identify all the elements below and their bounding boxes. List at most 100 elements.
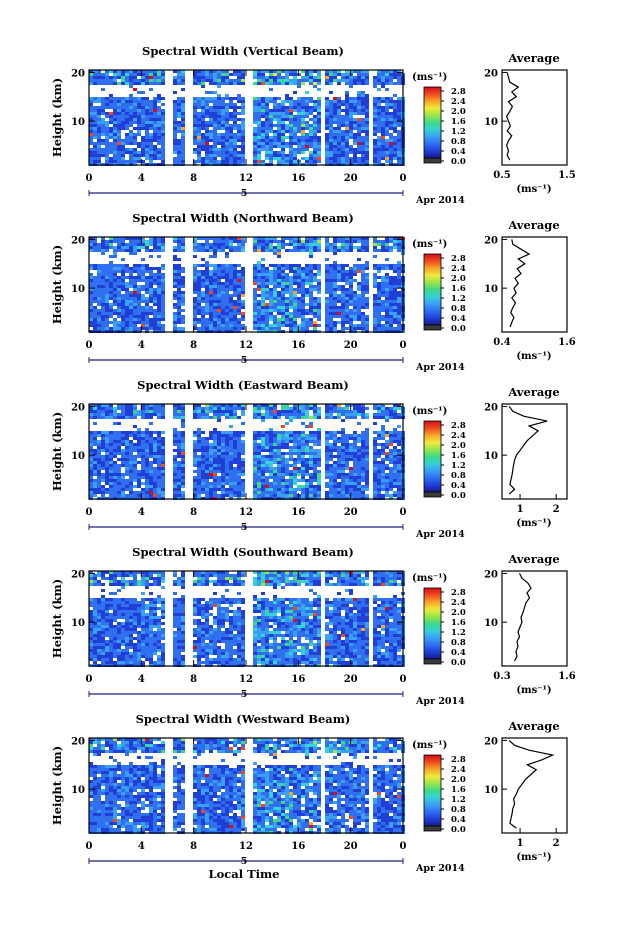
heatmap-cell [209,434,213,437]
heatmap-cell [261,321,265,324]
heatmap-cell [97,243,101,246]
heatmap-cell [365,70,369,73]
heatmap-cell [93,79,97,82]
heatmap-cell [289,407,293,410]
heatmap-cell [277,160,281,163]
heatmap-cell [381,112,385,115]
heatmap-cell [257,321,261,324]
heatmap-cell [173,246,177,249]
heatmap-cell [97,321,101,324]
heatmap-cell [105,249,109,252]
heatmap-cell [261,79,265,82]
heatmap-cell [393,321,397,324]
heatmap-cell [253,103,257,106]
heatmap-cell [269,97,273,100]
heatmap-cell [341,139,345,142]
heatmap-cell [273,467,277,470]
heatmap-cell [377,73,381,76]
heatmap-cell [361,249,365,252]
heatmap-cell [105,76,109,79]
heatmap-cell [317,309,321,312]
heatmap-cell [229,449,233,452]
heatmap-cell [253,121,257,124]
heatmap-cell [377,88,381,91]
heatmap-cell [289,324,293,327]
heatmap-cell [173,455,177,458]
heatmap-cell [157,136,161,139]
heatmap-cell [325,118,329,121]
heatmap-cell [145,109,149,112]
heatmap-cell [377,145,381,148]
heatmap-cell [333,300,337,303]
heatmap-cell [129,410,133,413]
heatmap-cell [105,112,109,115]
heatmap-cell [281,297,285,300]
heatmap-cell [241,446,245,449]
heatmap-cell [153,410,157,413]
heatmap-cell [297,270,301,273]
heatmap-cell [389,73,393,76]
heatmap-cell [289,249,293,252]
heatmap-cell [93,479,97,482]
heatmap-cell [125,237,129,240]
heatmap-cell [373,148,377,151]
heatmap-cell [173,485,177,488]
heatmap-cell [361,91,365,94]
heatmap-cell [241,282,245,285]
heatmap-cell [201,324,205,327]
heatmap-cell [237,321,241,324]
heatmap-cell [293,300,297,303]
heatmap-cell [141,324,145,327]
heatmap-cell [337,121,341,124]
heatmap-cell [237,154,241,157]
heatmap-cell [233,488,237,491]
heatmap-cell [281,127,285,130]
colorbar-tick-label: 2.0 [451,274,466,284]
heatmap-cell [121,461,125,464]
x-tick-label: 0 [400,173,407,184]
heatmap-cell [381,324,385,327]
heatmap-cell [353,160,357,163]
heatmap-cell [237,461,241,464]
heatmap-cell [397,106,401,109]
heatmap-cell [157,112,161,115]
heatmap-cell [197,434,201,437]
heatmap-cell [393,70,397,73]
heatmap-cell [353,106,357,109]
heatmap-cell [161,413,165,416]
heatmap-cell [285,79,289,82]
heatmap-cell [389,145,393,148]
heatmap-cell [133,407,137,410]
x-tick-label: 12 [239,173,253,184]
average-frame [501,69,568,166]
heatmap-cell [353,127,357,130]
heatmap-cell [89,312,93,315]
heatmap-cell [357,139,361,142]
heatmap-cell [105,160,109,163]
heatmap-cell [357,151,361,154]
heatmap-cell [133,318,137,321]
heatmap-cell [197,309,201,312]
heatmap-cell [229,485,233,488]
heatmap-cell [197,100,201,103]
heatmap-cell [197,246,201,249]
heatmap-cell [121,276,125,279]
heatmap-cell [237,291,241,294]
heatmap-cell [101,118,105,121]
heatmap-cell [309,240,313,243]
heatmap-cell [209,449,213,452]
heatmap-cell [117,151,121,154]
heatmap-cell [313,327,317,330]
heatmap-cell [125,288,129,291]
heatmap-cell [217,270,221,273]
heatmap-cell [365,321,369,324]
heatmap-cell [281,315,285,318]
heatmap-cell [129,303,133,306]
heatmap-cell [237,246,241,249]
heatmap-cell [225,145,229,148]
heatmap-cell [93,309,97,312]
heatmap-cell [233,151,237,154]
heatmap-cell [293,279,297,282]
heatmap-cell [89,413,93,416]
heatmap-cell [293,327,297,330]
